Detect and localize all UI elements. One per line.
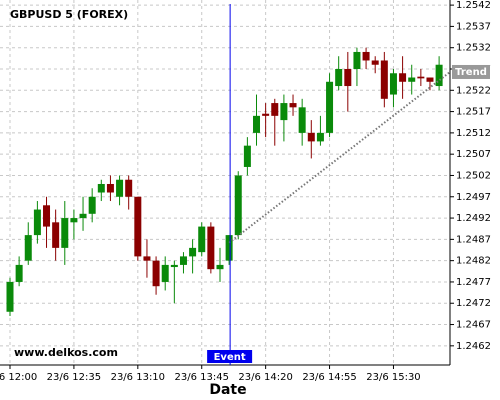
y-tick-label: 1.2537 xyxy=(456,21,491,32)
candle-body xyxy=(234,175,242,236)
candle-body xyxy=(179,256,187,265)
y-tick-label: 1.2512 xyxy=(456,128,491,139)
x-tick-label: 23/6 14:20 xyxy=(238,372,292,383)
candle-body xyxy=(189,247,197,257)
y-tick-label: 1.2542 xyxy=(456,0,491,11)
candle-body xyxy=(134,196,142,257)
y-tick-label: 1.2502 xyxy=(456,170,491,181)
y-tick-label: 1.2532 xyxy=(456,43,491,54)
candle-body xyxy=(161,264,169,282)
candle-body xyxy=(170,264,178,268)
candle-body xyxy=(43,205,51,227)
candle-body xyxy=(399,73,407,82)
candle-body xyxy=(344,68,352,87)
candle-body xyxy=(362,51,370,61)
y-tick-label: 1.2497 xyxy=(456,192,491,203)
candle-body xyxy=(61,218,69,248)
x-tick-label: 23/6 13:45 xyxy=(175,372,229,383)
y-tick-label: 1.2517 xyxy=(456,107,491,118)
candle-body xyxy=(116,179,124,197)
y-tick-label: 1.2467 xyxy=(456,320,491,331)
x-tick-label: 23/6 15:30 xyxy=(366,372,420,383)
y-tick-label: 1.2522 xyxy=(456,85,491,96)
candle-body xyxy=(335,68,343,87)
candle-body xyxy=(417,76,425,79)
watermark: www.delkos.com xyxy=(14,346,118,359)
y-tick-label: 1.2507 xyxy=(456,149,491,160)
candle-body xyxy=(52,222,60,248)
candle-body xyxy=(408,77,416,82)
candle-body xyxy=(353,51,361,69)
candle-body xyxy=(125,179,133,197)
y-tick-label: 1.2462 xyxy=(456,341,491,352)
trend-label-box xyxy=(452,64,490,79)
candle-body xyxy=(426,77,434,82)
trend-label: Trend xyxy=(455,67,487,78)
y-tick-label: 1.2477 xyxy=(456,277,491,288)
x-axis-title: Date xyxy=(209,382,246,398)
candle-body xyxy=(298,107,306,133)
candle-body xyxy=(289,103,297,108)
candles xyxy=(6,47,443,317)
candle-body xyxy=(380,60,388,99)
x-tick-label: 23/6 14:55 xyxy=(302,372,356,383)
candle-body xyxy=(143,256,151,261)
candle-body xyxy=(435,64,443,87)
candle-body xyxy=(280,103,288,121)
candle-body xyxy=(70,218,78,223)
candle-body xyxy=(371,60,379,65)
y-tick-label: 1.2492 xyxy=(456,213,491,224)
candle-body xyxy=(262,113,270,116)
candle-body xyxy=(15,264,23,282)
candle-body xyxy=(225,235,233,261)
candle-body xyxy=(6,281,14,312)
y-tick-label: 1.2487 xyxy=(456,234,491,245)
candle-body xyxy=(243,145,251,167)
candle-body xyxy=(307,132,315,142)
candle-body xyxy=(216,264,224,270)
x-tick-label: 23/6 12:35 xyxy=(47,372,101,383)
candle-body xyxy=(253,115,261,133)
y-tick-label: 1.2482 xyxy=(456,256,491,267)
trend-line xyxy=(228,71,451,244)
candle-body xyxy=(97,183,105,193)
chart-title: GBPUSD 5 (FOREX) xyxy=(10,8,128,21)
candle-body xyxy=(207,226,215,270)
candle-body xyxy=(316,132,324,142)
x-tick-label: 23/6 13:10 xyxy=(111,372,165,383)
candle-body xyxy=(24,235,32,261)
candle-body xyxy=(88,196,96,214)
y-tick-label: 1.2472 xyxy=(456,298,491,309)
x-tick-label: 23/6 12:00 xyxy=(0,372,37,383)
candle-body xyxy=(106,183,114,193)
candle-body xyxy=(271,103,279,116)
candle-body xyxy=(198,226,206,253)
candle-body xyxy=(33,209,41,236)
candle-body xyxy=(389,73,397,95)
event-label-box xyxy=(207,350,253,363)
event-label: Event xyxy=(214,352,246,363)
candle-body xyxy=(79,213,87,219)
candle-body xyxy=(152,260,160,287)
candle-body xyxy=(326,81,334,133)
